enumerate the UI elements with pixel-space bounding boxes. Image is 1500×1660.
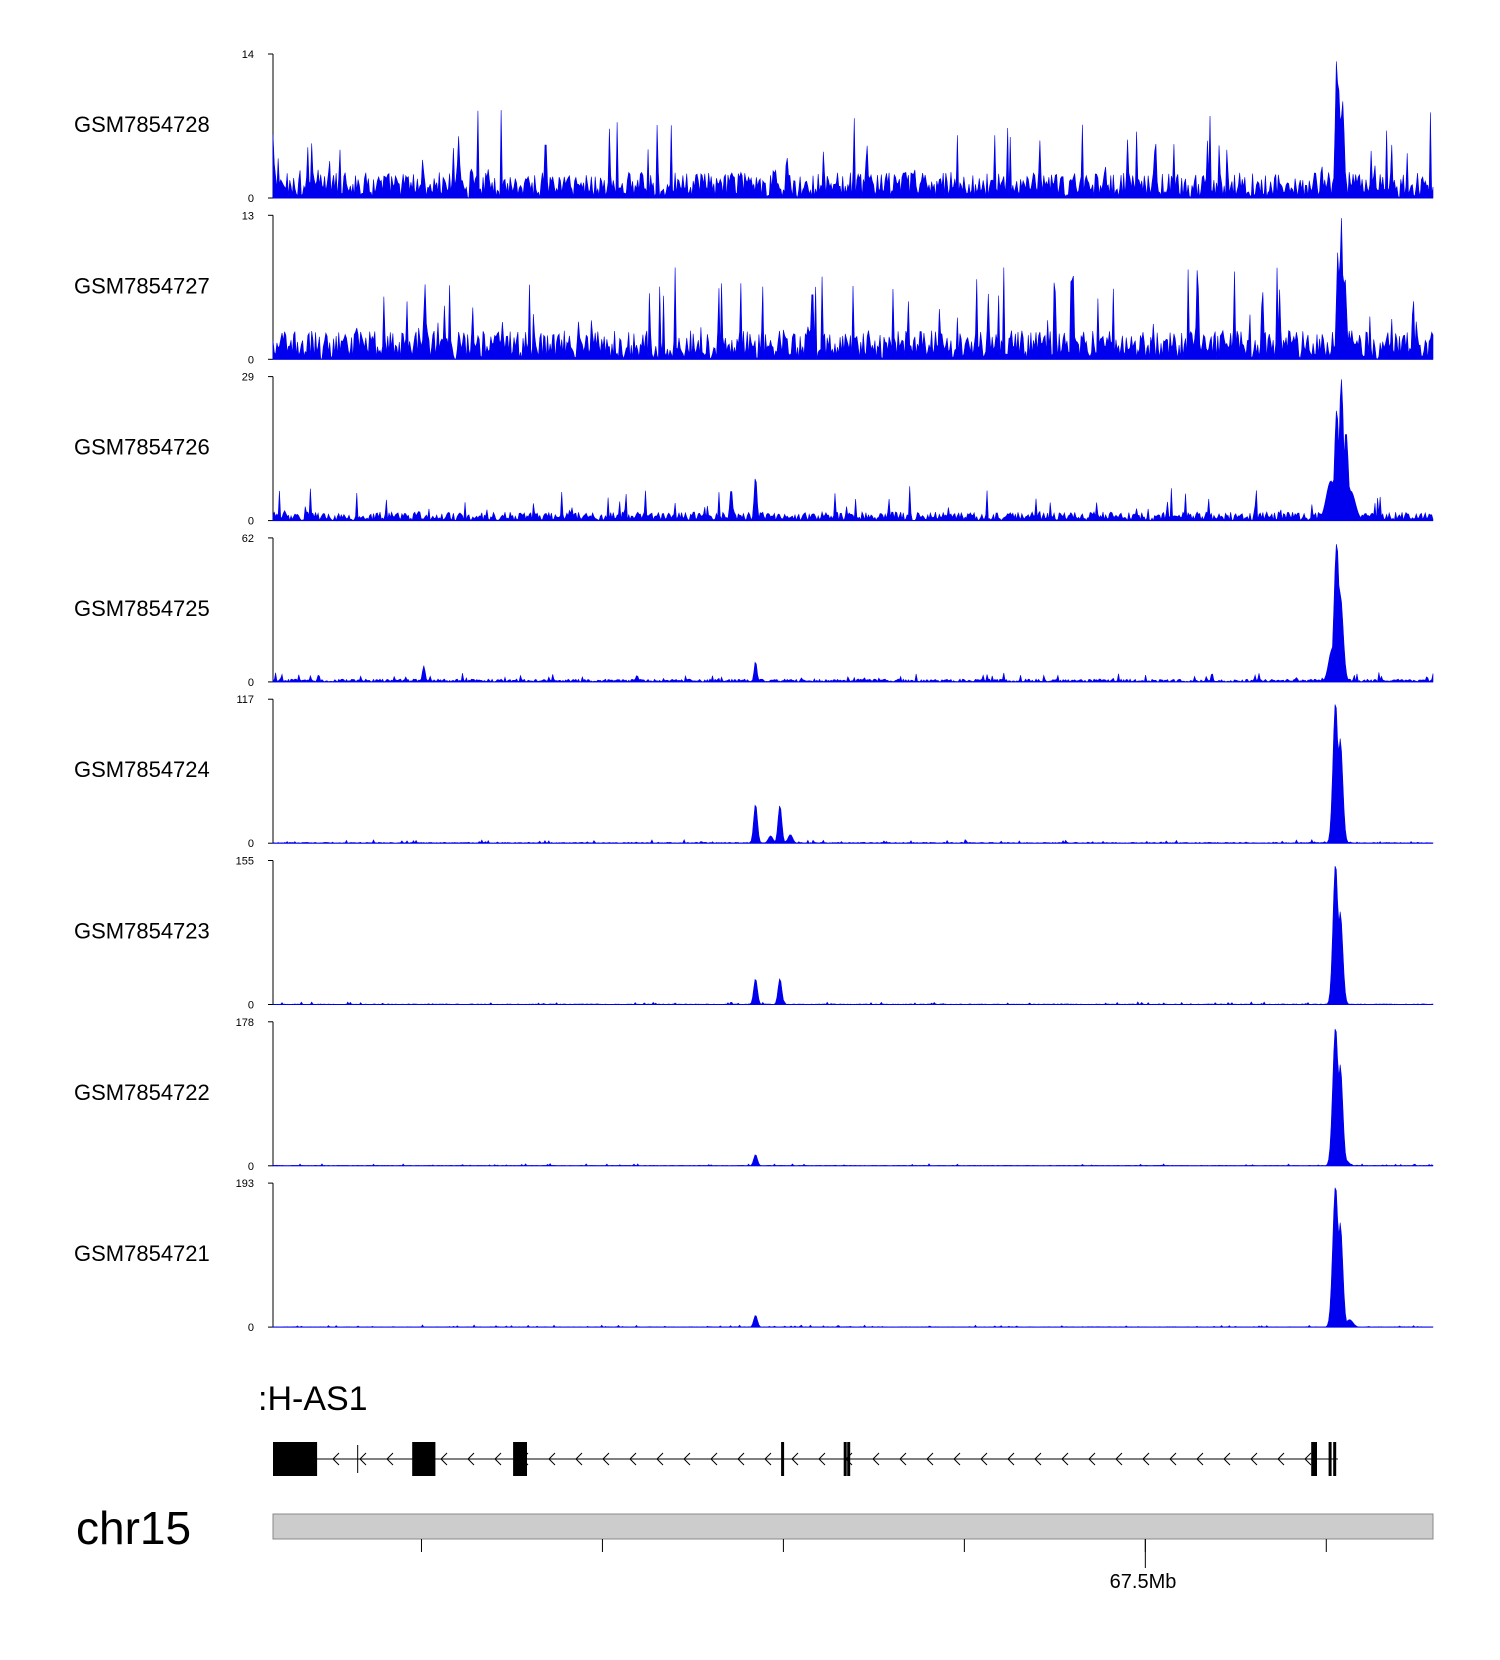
track-GSM7854726: GSM7854726 29 0 bbox=[74, 372, 1434, 528]
signal-area bbox=[272, 544, 1434, 683]
y-tick-min-label: 0 bbox=[248, 354, 254, 366]
strand-arrow bbox=[1250, 1452, 1258, 1466]
exon bbox=[781, 1442, 785, 1476]
strand-arrow bbox=[872, 1452, 880, 1466]
signal-area bbox=[272, 61, 1434, 199]
gene-label: :H-AS1 bbox=[258, 1380, 368, 1418]
y-tick-max-label: 14 bbox=[242, 49, 254, 61]
exon bbox=[847, 1442, 851, 1476]
exon bbox=[1328, 1442, 1332, 1476]
y-tick-max-label: 29 bbox=[242, 372, 254, 384]
y-tick-max-label: 193 bbox=[236, 1178, 254, 1190]
y-tick-max-label: 155 bbox=[236, 856, 254, 868]
exon bbox=[412, 1442, 436, 1476]
y-tick-min-label: 0 bbox=[248, 1161, 254, 1173]
signal-area bbox=[272, 704, 1434, 844]
exon bbox=[843, 1442, 847, 1476]
strand-arrow bbox=[1088, 1452, 1096, 1466]
strand-arrow bbox=[926, 1452, 934, 1466]
track-GSM7854727: GSM7854727 13 0 bbox=[74, 210, 1434, 366]
exon bbox=[273, 1442, 318, 1476]
exon bbox=[1311, 1442, 1317, 1476]
strand-arrow bbox=[1115, 1452, 1123, 1466]
strand-arrow bbox=[953, 1452, 961, 1466]
chromosome-axis: chr15 67.5Mb bbox=[76, 1502, 1434, 1593]
strand-arrow bbox=[899, 1452, 907, 1466]
strand-arrow bbox=[1169, 1452, 1177, 1466]
strand-arrow bbox=[1061, 1452, 1069, 1466]
signal-area bbox=[272, 1187, 1434, 1328]
strand-arrow bbox=[494, 1452, 502, 1466]
strand-arrow bbox=[359, 1452, 367, 1466]
exon bbox=[513, 1442, 527, 1476]
strand-arrow bbox=[818, 1452, 826, 1466]
strand-arrow bbox=[332, 1452, 340, 1466]
coordinate-label: 67.5Mb bbox=[1110, 1571, 1177, 1593]
strand-arrow bbox=[602, 1452, 610, 1466]
strand-arrow bbox=[764, 1452, 772, 1466]
y-tick-min-label: 0 bbox=[248, 1322, 254, 1334]
y-tick-min-label: 0 bbox=[248, 1000, 254, 1012]
track-label: GSM7854724 bbox=[74, 757, 210, 782]
strand-arrow bbox=[737, 1452, 745, 1466]
track-label: GSM7854727 bbox=[74, 273, 210, 298]
chromosome-bar bbox=[272, 1513, 1434, 1540]
y-tick-min-label: 0 bbox=[248, 193, 254, 205]
strand-arrow bbox=[440, 1452, 448, 1466]
strand-arrow bbox=[710, 1452, 718, 1466]
chromosome-label: chr15 bbox=[76, 1502, 191, 1554]
strand-arrow bbox=[467, 1452, 475, 1466]
gene-model: :H-AS1 bbox=[258, 1380, 1338, 1476]
signal-area bbox=[272, 866, 1434, 1005]
strand-arrow bbox=[386, 1452, 394, 1466]
y-tick-min-label: 0 bbox=[248, 516, 254, 528]
track-label: GSM7854725 bbox=[74, 596, 210, 621]
strand-arrow bbox=[629, 1452, 637, 1466]
track-label: GSM7854722 bbox=[74, 1080, 210, 1105]
strand-arrow bbox=[1223, 1452, 1231, 1466]
track-GSM7854728: GSM7854728 14 0 bbox=[74, 49, 1434, 205]
strand-arrow bbox=[1007, 1452, 1015, 1466]
y-tick-max-label: 178 bbox=[236, 1017, 254, 1029]
strand-arrow bbox=[1277, 1452, 1285, 1466]
coverage-tracks: GSM7854728140GSM7854727130GSM7854726290G… bbox=[74, 49, 1434, 1334]
strand-arrow bbox=[575, 1452, 583, 1466]
y-tick-min-label: 0 bbox=[248, 677, 254, 689]
y-tick-max-label: 117 bbox=[236, 694, 254, 706]
track-label: GSM7854728 bbox=[74, 112, 210, 137]
strand-arrow bbox=[791, 1452, 799, 1466]
strand-arrow bbox=[980, 1452, 988, 1466]
y-tick-min-label: 0 bbox=[248, 838, 254, 850]
strand-arrow bbox=[1142, 1452, 1150, 1466]
signal-area bbox=[272, 379, 1434, 522]
exon bbox=[1333, 1442, 1337, 1476]
strand-arrow bbox=[683, 1452, 691, 1466]
track-GSM7854725: GSM7854725 62 0 bbox=[74, 533, 1434, 689]
y-tick-max-label: 62 bbox=[242, 533, 254, 545]
track-label: GSM7854726 bbox=[74, 435, 210, 460]
track-GSM7854723: GSM7854723 155 0 bbox=[74, 856, 1434, 1012]
track-GSM7854722: GSM7854722 178 0 bbox=[74, 1017, 1434, 1173]
strand-arrow bbox=[1304, 1452, 1312, 1466]
strand-arrow bbox=[548, 1452, 556, 1466]
strand-arrow bbox=[656, 1452, 664, 1466]
track-GSM7854721: GSM7854721 193 0 bbox=[74, 1178, 1434, 1334]
track-label: GSM7854721 bbox=[74, 1241, 210, 1266]
strand-arrow bbox=[1196, 1452, 1204, 1466]
signal-area bbox=[272, 1028, 1434, 1167]
strand-arrow bbox=[1034, 1452, 1042, 1466]
track-GSM7854724: GSM7854724 117 0 bbox=[74, 694, 1434, 850]
signal-area bbox=[272, 218, 1434, 361]
track-label: GSM7854723 bbox=[74, 919, 210, 944]
y-tick-max-label: 13 bbox=[242, 210, 254, 222]
